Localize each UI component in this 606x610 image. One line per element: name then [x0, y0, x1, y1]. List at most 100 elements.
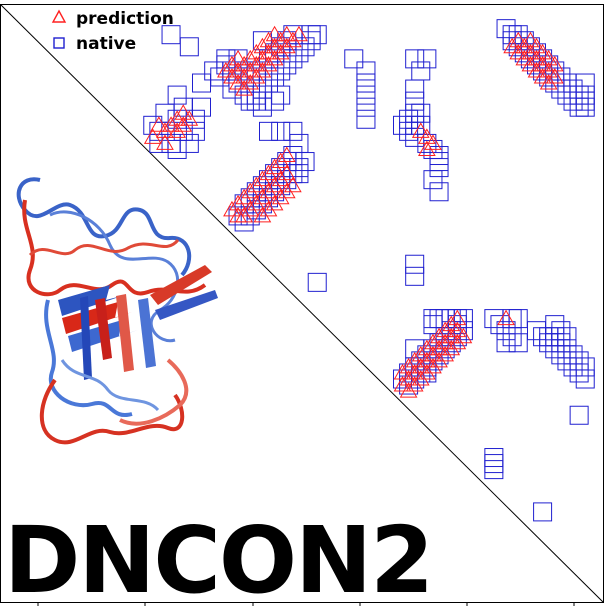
- prediction-point: [290, 25, 308, 42]
- prediction-point: [241, 200, 260, 217]
- prediction-point: [424, 345, 442, 362]
- legend-prediction-marker: [51, 9, 67, 23]
- prediction-point: [277, 164, 296, 181]
- native-point: [283, 121, 303, 141]
- prediction-point: [271, 170, 290, 187]
- legend-prediction-label: prediction: [76, 9, 174, 29]
- native-point: [533, 502, 553, 522]
- native-point: [356, 85, 376, 105]
- native-point: [539, 333, 559, 353]
- prediction-point: [247, 43, 266, 60]
- prediction-point: [418, 339, 436, 356]
- prediction-point: [259, 43, 278, 60]
- prediction-point: [411, 345, 430, 362]
- native-point: [575, 73, 595, 93]
- native-point: [271, 85, 291, 105]
- prediction-point: [247, 176, 266, 193]
- prediction-point: [265, 37, 284, 54]
- prediction-point: [405, 351, 424, 368]
- native-point: [557, 351, 577, 371]
- native-point: [289, 133, 309, 153]
- native-point: [569, 405, 589, 425]
- prediction-point: [430, 327, 448, 344]
- native-point: [545, 339, 565, 359]
- prediction-point: [235, 55, 253, 72]
- prediction-point: [265, 194, 284, 211]
- prediction-point: [454, 327, 473, 344]
- prediction-point: [405, 363, 424, 380]
- prediction-point: [399, 382, 418, 398]
- native-point: [527, 321, 546, 341]
- prediction-point: [399, 357, 418, 374]
- native-point: [563, 79, 583, 99]
- x-axis-ticks: [37, 602, 575, 606]
- prediction-point: [229, 61, 247, 78]
- native-point: [563, 357, 583, 377]
- native-point: [569, 85, 589, 105]
- prediction-point: [545, 67, 564, 84]
- native-point: [405, 115, 425, 135]
- native-point: [575, 369, 595, 389]
- prediction-point: [430, 351, 448, 368]
- protein-structure-ribbon-image: [16, 177, 218, 445]
- prediction-point: [284, 176, 302, 193]
- prediction-point: [168, 110, 186, 126]
- native-point: [161, 25, 181, 45]
- prediction-point: [223, 67, 241, 84]
- prediction-point: [527, 37, 546, 54]
- native-point: [399, 109, 419, 129]
- prediction-point: [217, 61, 235, 78]
- native-point: [423, 170, 443, 190]
- chart-title: DNCON2: [4, 507, 432, 610]
- native-point: [252, 97, 272, 117]
- native-point: [271, 121, 291, 141]
- prediction-point: [418, 363, 436, 380]
- prediction-point: [533, 55, 552, 72]
- prediction-point: [521, 43, 540, 60]
- prediction-point: [180, 110, 199, 126]
- prediction-point: [235, 188, 253, 205]
- native-point: [356, 97, 376, 117]
- native-point: [283, 146, 303, 166]
- prediction-point: [265, 158, 284, 175]
- native-point: [295, 152, 315, 172]
- prediction-point: [277, 37, 296, 54]
- native-point: [405, 79, 425, 99]
- prediction-point: [150, 116, 168, 132]
- native-point: [557, 339, 577, 359]
- prediction-point: [259, 31, 278, 48]
- native-point: [411, 103, 431, 123]
- prediction-point: [521, 31, 540, 48]
- native-point: [496, 19, 516, 39]
- native-point: [575, 91, 595, 111]
- native-point: [143, 115, 163, 135]
- native-point: [417, 49, 437, 69]
- native-point: [411, 115, 431, 135]
- native-point: [405, 103, 425, 123]
- prediction-point: [436, 321, 454, 338]
- prediction-point: [521, 55, 540, 72]
- prediction-series: [143, 25, 564, 398]
- prediction-point: [539, 74, 558, 90]
- prediction-point: [229, 49, 247, 66]
- prediction-point: [253, 188, 272, 205]
- native-point: [569, 363, 589, 383]
- prediction-point: [418, 128, 436, 144]
- prediction-point: [424, 333, 442, 350]
- native-point: [551, 345, 571, 365]
- prediction-point: [253, 37, 272, 54]
- prediction-point: [259, 182, 278, 199]
- native-point: [192, 97, 211, 117]
- legend-native-marker: [53, 37, 65, 49]
- native-point: [575, 97, 595, 117]
- prediction-point: [259, 55, 278, 72]
- prediction-point: [253, 206, 272, 223]
- native-point: [569, 97, 589, 117]
- prediction-point: [533, 43, 552, 60]
- native-point: [551, 333, 571, 353]
- prediction-point: [223, 200, 241, 217]
- prediction-point: [247, 67, 266, 84]
- native-point: [575, 85, 595, 105]
- prediction-point: [509, 31, 528, 48]
- prediction-point: [448, 333, 467, 350]
